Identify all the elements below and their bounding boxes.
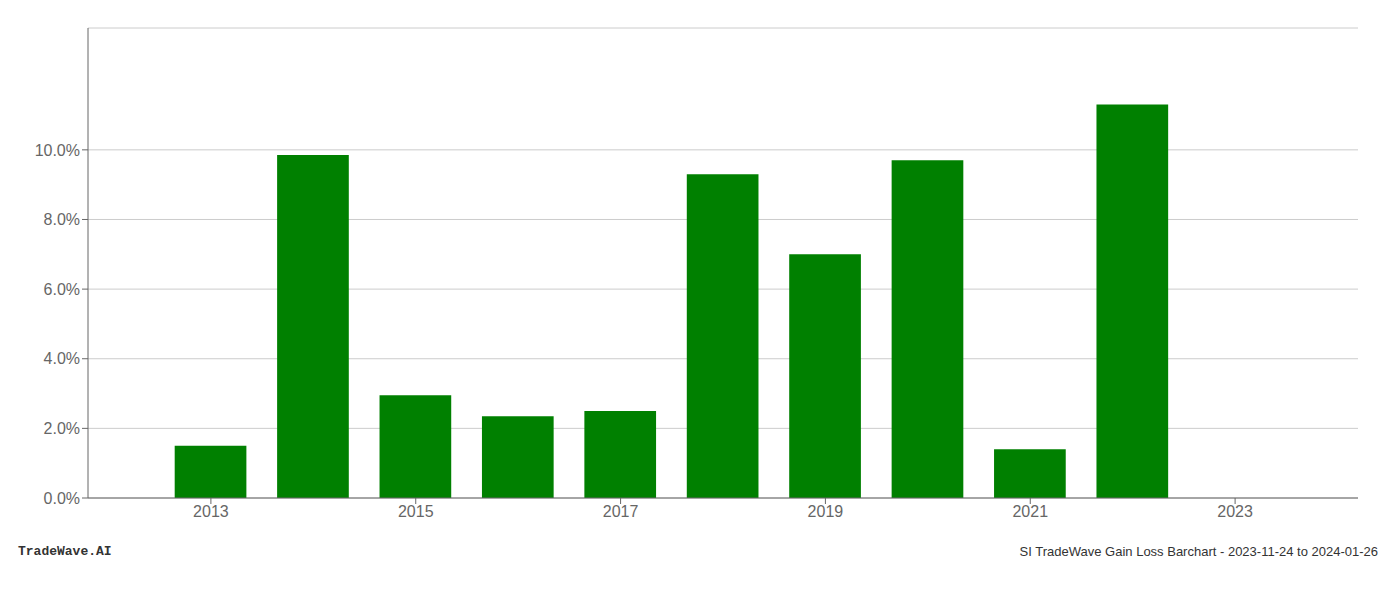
svg-text:10.0%: 10.0%: [35, 142, 80, 159]
svg-text:2013: 2013: [193, 503, 229, 520]
svg-text:2015: 2015: [398, 503, 434, 520]
svg-text:4.0%: 4.0%: [44, 350, 80, 367]
svg-text:0.0%: 0.0%: [44, 490, 80, 507]
svg-text:8.0%: 8.0%: [44, 211, 80, 228]
html-text:TradeWave.AI: TradeWave.AI: [18, 544, 112, 559]
svg-text:2021: 2021: [1012, 503, 1048, 520]
svg-text:2023: 2023: [1217, 503, 1253, 520]
svg-text:2019: 2019: [808, 503, 844, 520]
html-text:SI TradeWave Gain Loss Barchar: SI TradeWave Gain Loss Barchart - 2023-1…: [1019, 544, 1378, 559]
svg-text:2017: 2017: [603, 503, 639, 520]
svg-text:6.0%: 6.0%: [44, 281, 80, 298]
svg-text:2.0%: 2.0%: [44, 420, 80, 437]
